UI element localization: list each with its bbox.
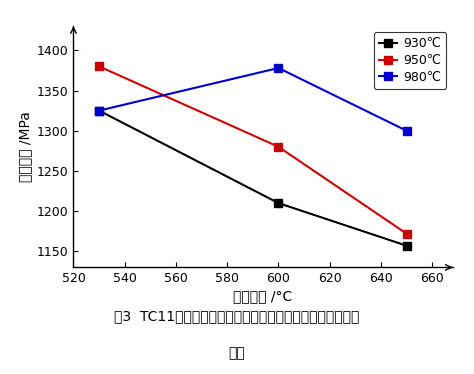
Text: 曲线: 曲线 bbox=[228, 346, 246, 361]
980℃ bbox=[275, 66, 281, 70]
Line: 950℃: 950℃ bbox=[95, 62, 410, 238]
980℃ bbox=[404, 128, 410, 133]
Text: 图3  TC11钓合金不同固溶温度和时效温度下的抗拉强度变化: 图3 TC11钓合金不同固溶温度和时效温度下的抗拉强度变化 bbox=[114, 309, 360, 323]
950℃ bbox=[404, 232, 410, 236]
950℃ bbox=[96, 64, 102, 69]
Y-axis label: 抗拉强度 /MPa: 抗拉强度 /MPa bbox=[18, 111, 33, 182]
950℃ bbox=[275, 144, 281, 149]
930℃ bbox=[96, 108, 102, 113]
930℃ bbox=[275, 201, 281, 205]
Line: 980℃: 980℃ bbox=[95, 64, 410, 135]
930℃ bbox=[404, 243, 410, 248]
Line: 930℃: 930℃ bbox=[95, 107, 410, 250]
980℃ bbox=[96, 108, 102, 113]
X-axis label: 时效温度 /°C: 时效温度 /°C bbox=[234, 289, 293, 303]
Legend: 930℃, 950℃, 980℃: 930℃, 950℃, 980℃ bbox=[374, 33, 447, 89]
